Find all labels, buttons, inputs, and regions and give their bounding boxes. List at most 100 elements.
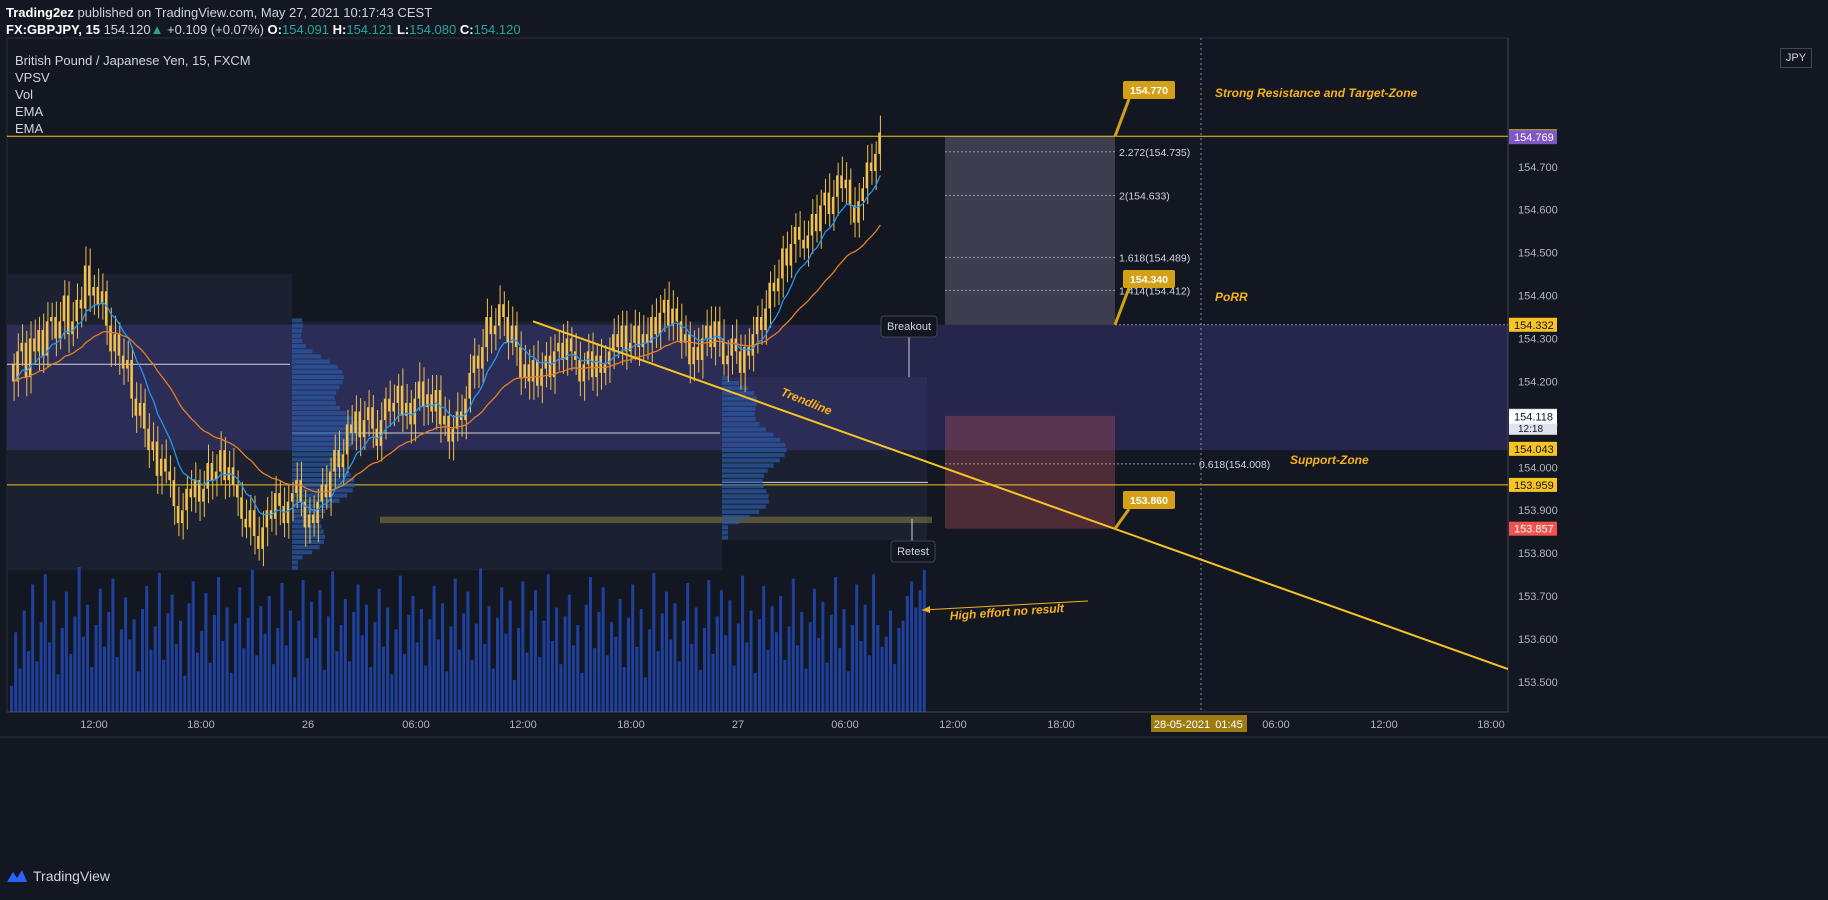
volume-bar: [445, 671, 449, 712]
volume-bar: [208, 662, 212, 712]
volume-bar: [310, 601, 314, 712]
candle-body: [679, 321, 683, 343]
volume-bar: [377, 588, 381, 712]
volume-bar: [453, 578, 457, 712]
volume-bar: [322, 669, 326, 712]
candle-body: [743, 347, 746, 373]
volume-bar: [141, 609, 145, 712]
volume-bar: [584, 604, 588, 712]
candle-body: [519, 347, 522, 378]
target-box: [945, 136, 1115, 325]
volume-bar: [60, 627, 64, 712]
candle-body: [282, 505, 285, 524]
candle-body: [692, 347, 695, 365]
volume-bar: [81, 636, 85, 712]
volume-profile-bar: [292, 560, 298, 565]
x-tick-label: 12:00: [80, 719, 108, 731]
volume-bar: [119, 629, 123, 712]
candle-body: [717, 321, 721, 339]
volume-bar: [183, 675, 187, 712]
candle-body: [662, 299, 666, 313]
candle-body: [654, 317, 657, 335]
volume-bar: [479, 568, 483, 712]
candle-body: [759, 317, 763, 330]
volume-bar: [534, 590, 538, 712]
volume-profile-bar: [292, 514, 322, 519]
price-tag-label: 154.770: [1130, 85, 1168, 97]
volume-bar: [508, 600, 512, 712]
legend-vol[interactable]: Vol: [15, 87, 34, 102]
volume-bar: [800, 611, 804, 712]
price-tag-pointer: [1113, 98, 1131, 137]
volume-bar: [690, 643, 694, 712]
volume-profile-bar: [292, 344, 306, 349]
candle-body: [62, 295, 66, 322]
candle-body: [235, 484, 239, 498]
candle-body: [421, 381, 425, 408]
volume-profile-bar: [722, 442, 786, 447]
volume-profile-bar: [722, 427, 766, 432]
author-name[interactable]: Trading2ez: [6, 5, 74, 20]
candle-body: [645, 334, 649, 343]
currency-button[interactable]: JPY: [1780, 48, 1812, 68]
legend-series[interactable]: British Pound / Japanese Yen, 15, FXCM: [15, 53, 251, 68]
candle-body: [633, 325, 636, 343]
price-tag-pointer: [1113, 287, 1131, 326]
candle-body: [316, 501, 319, 524]
candle-body: [658, 312, 661, 335]
volume-bar: [272, 664, 276, 712]
candle-body: [637, 325, 640, 348]
candle-body: [819, 205, 822, 232]
x-tick-label: 28-05-2021: [1154, 719, 1210, 731]
candle-body: [396, 385, 399, 403]
volume-bar: [115, 656, 119, 712]
candle-body: [827, 192, 831, 215]
volume-bar: [859, 640, 863, 712]
volume-bar: [825, 662, 829, 712]
volume-bar: [73, 616, 77, 712]
candle-body: [231, 467, 235, 485]
candle-body: [688, 334, 691, 365]
candle-body: [451, 428, 454, 442]
volume-bar: [550, 640, 554, 712]
volume-bar: [888, 610, 892, 712]
footer-brand[interactable]: TradingView: [6, 866, 110, 886]
volume-bar: [111, 578, 115, 712]
support-band: [380, 516, 932, 524]
candle-body: [193, 480, 197, 498]
volume-profile-bar: [292, 349, 313, 354]
volume-bar: [804, 668, 808, 712]
legend-vpsv[interactable]: VPSV: [15, 70, 50, 85]
volume-profile-bar: [292, 565, 298, 570]
volume-bar: [905, 596, 909, 712]
volume-profile-bar: [722, 375, 728, 380]
candle-body: [210, 463, 214, 481]
volume-bar: [580, 672, 584, 712]
volume-bar: [356, 584, 360, 712]
support-annotation: Support-Zone: [1290, 453, 1369, 467]
candle-body: [409, 402, 412, 425]
brand-label: TradingView: [33, 868, 111, 884]
symbol-label[interactable]: FX:GBPJPY, 15: [6, 22, 100, 37]
volume-bar: [753, 672, 757, 712]
volume-bar: [914, 607, 918, 712]
volume-bar: [390, 674, 394, 712]
ema-fast-line: [13, 175, 881, 516]
candle-body: [709, 325, 712, 348]
volume-bar: [403, 654, 407, 712]
volume-bar: [910, 581, 914, 712]
y-tick-label: 153.500: [1518, 677, 1558, 689]
volume-bar: [293, 677, 297, 712]
legend-ema-fast[interactable]: EMA: [15, 104, 44, 119]
volume-bar: [846, 671, 850, 712]
price-badge-label: 154.769: [1514, 132, 1554, 144]
volume-bar: [381, 646, 385, 712]
volume-bar: [233, 623, 237, 712]
legend-ema-slow[interactable]: EMA: [15, 121, 44, 136]
volume-bar: [297, 620, 301, 712]
volume-bar: [424, 665, 428, 712]
candle-body: [721, 338, 725, 365]
candle-body: [434, 390, 438, 412]
